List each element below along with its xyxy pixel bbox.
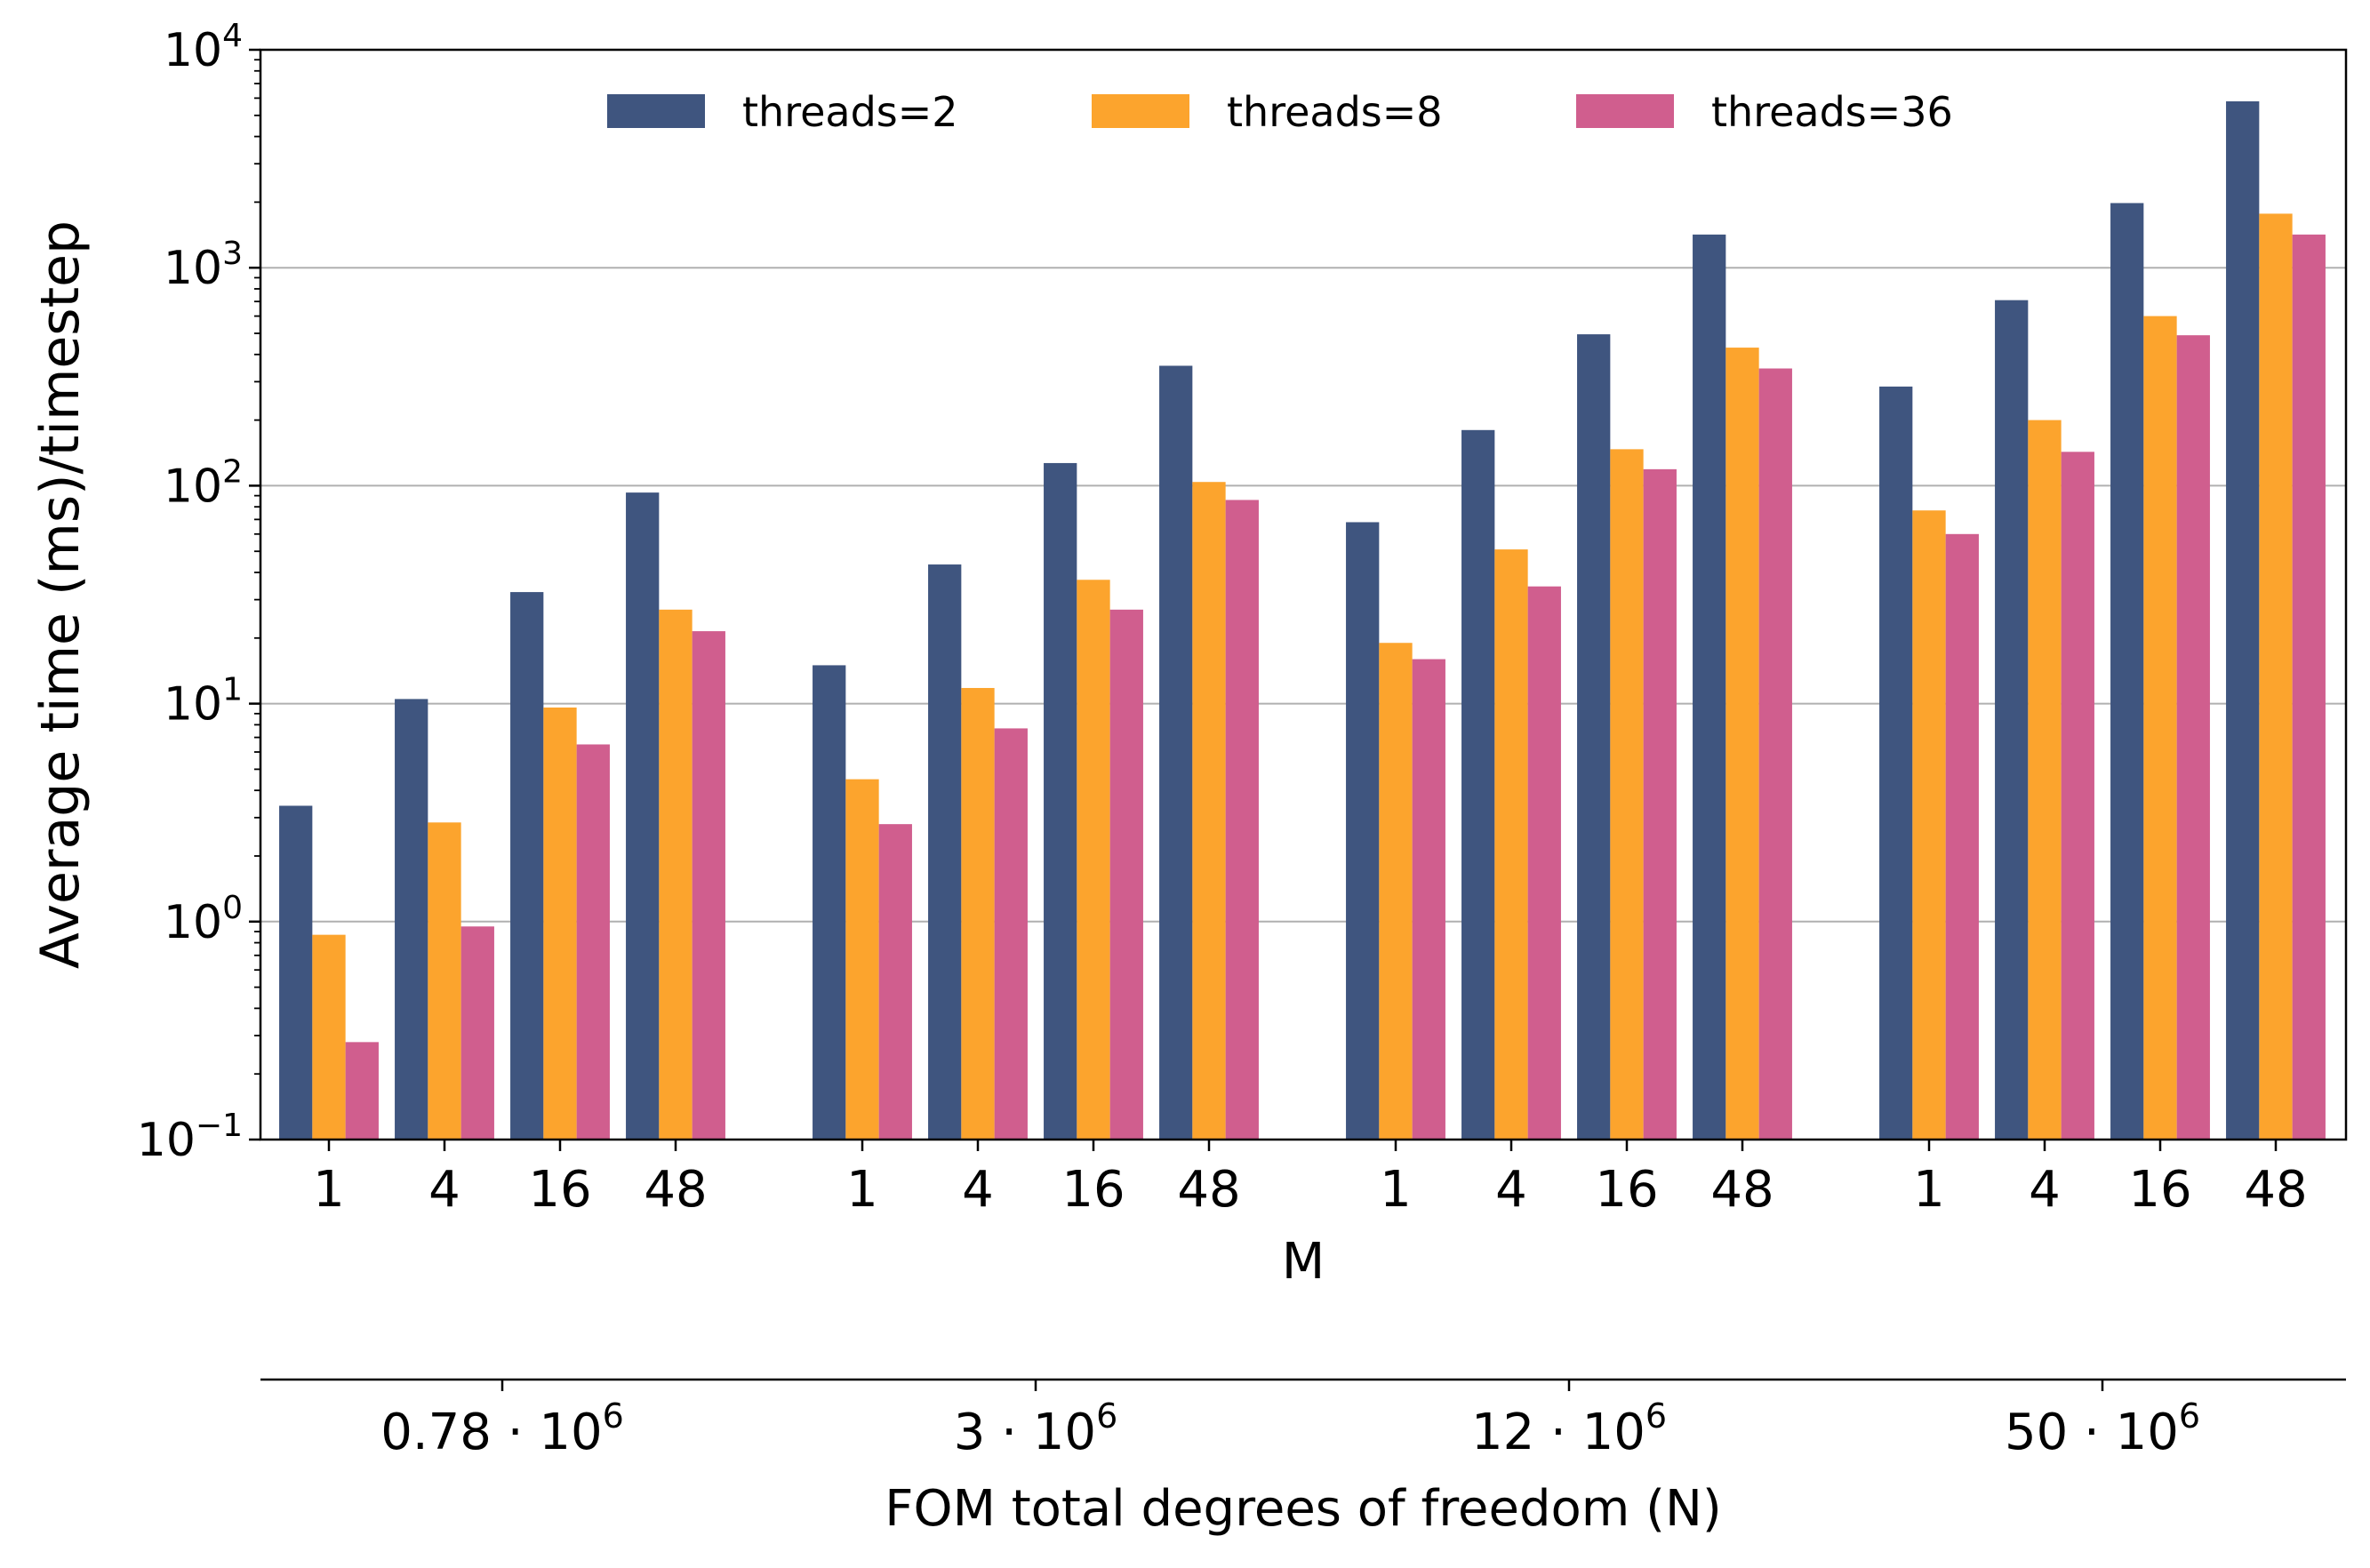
legend: threads=2 threads=8 threads=36 [607, 88, 1953, 136]
bars [279, 101, 2326, 1140]
bar-threads-36-7 [1225, 500, 1259, 1140]
bar-threads-36-3 [692, 631, 725, 1140]
x-tick-label: 4 [962, 1161, 994, 1219]
x-tick-label: 48 [644, 1161, 707, 1219]
legend-label: threads=36 [1711, 88, 1953, 136]
bar-threads-2-4 [813, 665, 846, 1140]
bar-threads-2-8 [1346, 522, 1380, 1140]
x-tick-label: 16 [1061, 1161, 1125, 1219]
bar-threads-36-5 [994, 728, 1028, 1140]
bar-threads-8-5 [961, 687, 995, 1140]
bar-threads-2-12 [1879, 386, 1913, 1140]
secondary-x-tick-label: 0.78 · 106 [380, 1396, 624, 1461]
bar-threads-8-11 [1725, 348, 1759, 1140]
bar-threads-8-0 [312, 934, 346, 1140]
legend-swatch-threads-2 [607, 94, 705, 128]
bar-threads-8-15 [2259, 213, 2293, 1140]
legend-swatch-threads-36 [1576, 94, 1674, 128]
bar-threads-36-13 [2061, 452, 2094, 1140]
bar-threads-36-8 [1412, 659, 1445, 1140]
bar-threads-8-1 [428, 822, 461, 1140]
bar-threads-2-10 [1577, 334, 1611, 1140]
y-tick-label: 104 [164, 18, 243, 77]
bar-threads-2-9 [1461, 429, 1495, 1140]
bar-threads-2-3 [626, 492, 660, 1140]
bar-threads-8-13 [2028, 420, 2062, 1140]
bar-threads-36-6 [1109, 609, 1143, 1140]
bar-threads-8-12 [1912, 510, 1946, 1140]
x-tick-label: 1 [846, 1161, 878, 1219]
bar-threads-36-4 [878, 824, 912, 1140]
x-tick-label: 48 [2244, 1161, 2307, 1219]
y-tick-label: 101 [164, 672, 243, 732]
secondary-x-tick-label: 12 · 106 [1471, 1396, 1667, 1461]
x-tick-label: 48 [1177, 1161, 1240, 1219]
bar-threads-36-2 [576, 744, 610, 1140]
bar-threads-8-7 [1192, 482, 1226, 1140]
legend-swatch-threads-8 [1092, 94, 1189, 128]
bar-threads-8-14 [2143, 316, 2177, 1140]
x-tick-label: 16 [1595, 1161, 1658, 1219]
bar-threads-8-8 [1379, 643, 1413, 1140]
bar-threads-2-5 [928, 564, 962, 1140]
bar-threads-8-9 [1494, 549, 1528, 1140]
bar-threads-36-9 [1527, 586, 1561, 1140]
bar-threads-2-14 [2110, 203, 2144, 1140]
bar-threads-36-15 [2292, 234, 2326, 1140]
y-tick-label: 103 [164, 236, 243, 295]
bar-threads-36-12 [1945, 533, 1979, 1140]
bar-threads-8-10 [1610, 449, 1644, 1140]
bar-threads-36-14 [2176, 335, 2210, 1140]
bar-threads-36-1 [460, 926, 494, 1140]
bar-threads-2-11 [1693, 234, 1726, 1140]
legend-label: threads=2 [742, 88, 958, 136]
secondary-x-tick-label: 50 · 106 [2005, 1396, 2200, 1461]
y-axis-label: Average time (ms)/timestep [29, 220, 92, 969]
bar-threads-2-6 [1044, 462, 1077, 1140]
plot-frame [259, 48, 2348, 1141]
bar-threads-8-2 [543, 707, 577, 1140]
secondary-x-axis-label: FOM total degrees of freedom (N) [885, 1480, 1721, 1538]
x-axis: 1 4 16 48 1 4 16 48 1 4 16 48 1 4 16 48 [313, 1140, 2308, 1219]
x-axis-label: M [1282, 1233, 1325, 1291]
y-tick-label: 100 [164, 890, 243, 949]
bar-threads-2-13 [1995, 300, 2029, 1140]
secondary-x-tick-label: 3 · 106 [954, 1396, 1118, 1461]
bar-threads-36-0 [345, 1042, 379, 1140]
bar-threads-8-6 [1077, 580, 1110, 1140]
x-tick-label: 16 [528, 1161, 591, 1219]
y-axis: 10−1 100 101 102 103 104 [137, 18, 260, 1167]
x-tick-label: 48 [1710, 1161, 1773, 1219]
bar-threads-2-0 [279, 805, 313, 1140]
bar-threads-2-15 [2226, 101, 2260, 1140]
x-tick-label: 1 [1913, 1161, 1945, 1219]
bar-threads-2-7 [1159, 365, 1193, 1140]
bar-threads-8-4 [845, 779, 879, 1140]
bar-threads-2-2 [510, 592, 544, 1140]
secondary-x-axis: 0.78 · 106 3 · 106 12 · 106 50 · 106 [380, 1380, 2200, 1461]
x-tick-label: 16 [2128, 1161, 2191, 1219]
bar-threads-2-1 [395, 699, 428, 1140]
x-tick-label: 4 [428, 1161, 460, 1219]
bar-threads-36-10 [1643, 468, 1677, 1140]
legend-label: threads=8 [1227, 88, 1443, 136]
bar-threads-8-3 [659, 609, 693, 1140]
y-tick-label: 10−1 [137, 1108, 243, 1167]
x-tick-label: 1 [1380, 1161, 1412, 1219]
bar-threads-36-11 [1758, 368, 1792, 1140]
y-tick-label: 102 [164, 453, 243, 513]
x-tick-label: 4 [2029, 1161, 2061, 1219]
x-tick-label: 4 [1495, 1161, 1527, 1219]
x-tick-label: 1 [313, 1161, 345, 1219]
